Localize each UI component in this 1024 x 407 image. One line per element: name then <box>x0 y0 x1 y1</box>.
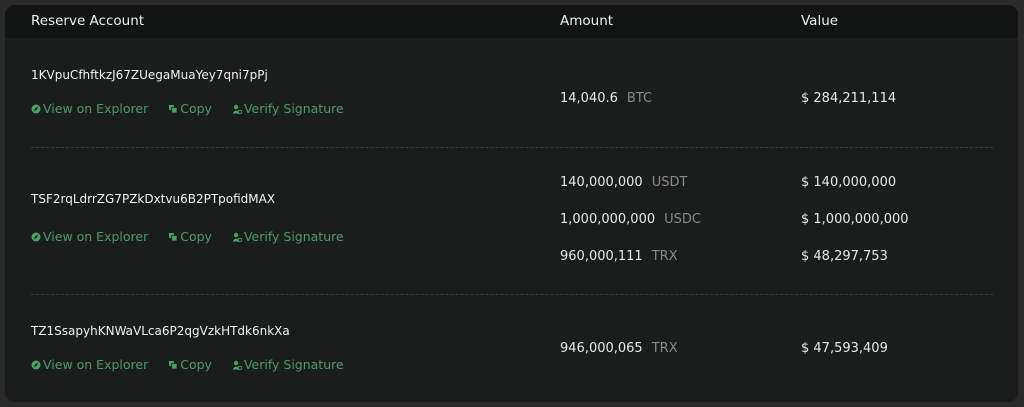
amount-value: 946,000,065 <box>560 341 643 356</box>
holding-amount: 140,000,000 USDT <box>560 175 687 190</box>
row-actions: View on Explorer Copy Verify Signature <box>31 357 344 372</box>
compass-icon <box>31 104 41 114</box>
copy-button[interactable]: Copy <box>168 229 212 244</box>
header-amount: Amount <box>560 13 614 29</box>
table-header: Reserve Account Amount Value <box>5 5 1018 38</box>
row-actions: View on Explorer Copy Verify Signature <box>31 101 344 116</box>
compass-icon <box>31 360 41 370</box>
row-actions: View on Explorer Copy Verify Signature <box>31 229 344 244</box>
reserve-address: TZ1SsapyhKNWaVLca6P2qgVzkHTdk6nkXa <box>31 324 290 338</box>
view-on-explorer-button[interactable]: View on Explorer <box>31 101 148 116</box>
reserve-table: Reserve Account Amount Value 1KVpuCfhftk… <box>5 5 1018 402</box>
holding-amount: 946,000,065 TRX <box>560 341 678 356</box>
table-row: TSF2rqLdrrZG7PZkDxtvu6B2PTpofidMAX View o… <box>5 147 1018 295</box>
verify-signature-button[interactable]: Verify Signature <box>232 229 344 244</box>
reserve-address: TSF2rqLdrrZG7PZkDxtvu6B2PTpofidMAX <box>31 192 276 206</box>
asset-symbol: USDC <box>664 212 701 227</box>
table-row: TZ1SsapyhKNWaVLca6P2qgVzkHTdk6nkXa View o… <box>5 294 1018 402</box>
amount-value: 140,000,000 <box>560 175 643 190</box>
header-reserve-account: Reserve Account <box>31 13 145 29</box>
link-label: Verify Signature <box>243 357 344 372</box>
holding-amount: 960,000,111 TRX <box>560 249 678 264</box>
link-label: Copy <box>180 357 212 372</box>
link-label: Verify Signature <box>243 101 344 116</box>
user-check-icon <box>232 232 242 242</box>
asset-symbol: TRX <box>651 341 678 356</box>
holding-value: $ 47,593,409 <box>801 341 888 356</box>
verify-signature-button[interactable]: Verify Signature <box>232 101 344 116</box>
copy-button[interactable]: Copy <box>168 357 212 372</box>
view-on-explorer-button[interactable]: View on Explorer <box>31 357 148 372</box>
copy-icon <box>168 360 178 370</box>
user-check-icon <box>232 104 242 114</box>
link-label: View on Explorer <box>43 229 149 244</box>
amount-value: 14,040.6 <box>560 91 618 106</box>
table-row: 1KVpuCfhftkzJ67ZUegaMuaYey7qni7pPj View o… <box>5 38 1018 148</box>
compass-icon <box>31 232 41 242</box>
link-label: Verify Signature <box>243 229 344 244</box>
user-check-icon <box>232 360 242 370</box>
asset-symbol: USDT <box>651 175 688 190</box>
holding-value: $ 1,000,000,000 <box>801 212 909 227</box>
holding-value: $ 284,211,114 <box>801 91 897 106</box>
copy-button[interactable]: Copy <box>168 101 212 116</box>
amount-value: 1,000,000,000 <box>560 212 656 227</box>
reserve-address: 1KVpuCfhftkzJ67ZUegaMuaYey7qni7pPj <box>31 68 268 82</box>
copy-icon <box>168 104 178 114</box>
link-label: Copy <box>180 101 212 116</box>
link-label: View on Explorer <box>43 357 149 372</box>
holding-amount: 1,000,000,000 USDC <box>560 212 701 227</box>
amount-value: 960,000,111 <box>560 249 643 264</box>
row-divider <box>31 294 993 295</box>
view-on-explorer-button[interactable]: View on Explorer <box>31 229 148 244</box>
copy-icon <box>168 232 178 242</box>
asset-symbol: TRX <box>651 249 678 264</box>
holding-value: $ 140,000,000 <box>801 175 897 190</box>
row-divider <box>31 147 993 148</box>
header-value: Value <box>801 13 839 29</box>
verify-signature-button[interactable]: Verify Signature <box>232 357 344 372</box>
holding-amount: 14,040.6 BTC <box>560 91 652 106</box>
asset-symbol: BTC <box>626 91 653 106</box>
holding-value: $ 48,297,753 <box>801 249 888 264</box>
link-label: Copy <box>180 229 212 244</box>
link-label: View on Explorer <box>43 101 149 116</box>
